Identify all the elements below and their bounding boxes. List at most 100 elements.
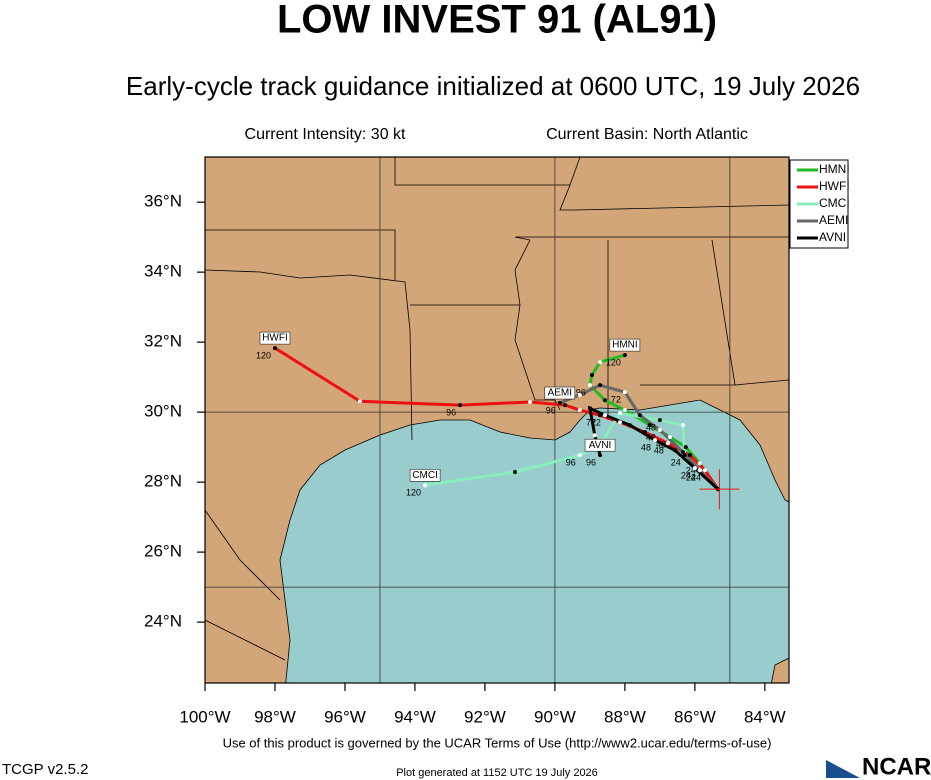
hour-label: 72 <box>586 418 596 428</box>
track-name-box: HMNI <box>609 338 641 352</box>
track-point <box>617 411 622 416</box>
track-point <box>697 468 702 473</box>
track-point <box>592 433 597 438</box>
track-name: AVNI <box>589 440 612 451</box>
footer: Use of this product is governed by the U… <box>223 735 772 750</box>
hour-label: 96 <box>586 458 596 468</box>
track-name: AEMI <box>548 388 572 399</box>
track-point <box>647 423 652 428</box>
track-point <box>598 383 603 388</box>
hour-label: 24 <box>686 473 696 483</box>
track-point <box>513 469 518 474</box>
state-border <box>514 236 789 306</box>
track-point <box>657 427 662 432</box>
track-name-box: HWFI <box>259 331 291 345</box>
version: TCGP v2.5.2 <box>2 761 88 778</box>
hour-label: 48 <box>646 432 656 442</box>
track-point <box>598 360 603 365</box>
track-point <box>683 445 688 450</box>
track-point <box>590 373 595 378</box>
track-point <box>602 398 607 403</box>
track-point <box>272 346 277 351</box>
track-point <box>563 403 568 408</box>
track-point <box>598 413 603 418</box>
name-box <box>584 438 616 452</box>
track-point <box>577 392 582 397</box>
hour-label: 120 <box>256 350 271 360</box>
x-tick-label: 88°W <box>604 707 646 726</box>
y-tick-label: 26°N <box>144 542 182 561</box>
hour-label: 48 <box>654 446 664 456</box>
track-point <box>622 390 627 395</box>
hour-label: 24 <box>686 466 696 476</box>
y-tick-label: 32°N <box>144 332 182 351</box>
track-name-box: AVNI <box>584 438 616 452</box>
logo-mark <box>826 760 860 778</box>
track-point <box>587 383 592 388</box>
intensity: Current Intensity: 30 kt <box>245 126 407 143</box>
hour-label: 96 <box>446 408 456 418</box>
track-point <box>358 399 363 404</box>
track-point <box>692 466 697 471</box>
track-name: CMCI <box>412 470 438 481</box>
x-tick-label: 84°W <box>744 707 786 726</box>
x-tick-label: 96°W <box>324 707 366 726</box>
legend-label: HWFI <box>819 179 850 193</box>
track-point <box>598 453 603 458</box>
hour-label: 24 <box>681 470 691 480</box>
track-point <box>657 418 662 423</box>
x-tick-label: 90°W <box>534 707 576 726</box>
name-box <box>609 338 641 352</box>
track-point <box>672 448 677 453</box>
hour-label: 48 <box>646 423 656 433</box>
y-tick-label: 34°N <box>144 262 182 281</box>
y-tick-label: 28°N <box>144 472 182 491</box>
track-point <box>687 453 692 458</box>
generated: Plot generated at 1152 UTC 19 July 2026 <box>396 767 598 779</box>
track-name-box: AEMI <box>544 386 576 400</box>
track-point <box>703 468 708 473</box>
hour-label: 96 <box>576 388 586 398</box>
track-point <box>682 453 687 458</box>
x-tick-label: 92°W <box>464 707 506 726</box>
legend-label: CMCI <box>819 196 850 210</box>
legend-label: AEMI <box>819 213 848 227</box>
name-box <box>409 469 441 482</box>
sea <box>279 399 789 683</box>
x-tick-label: 98°W <box>254 707 296 726</box>
hour-label: 120 <box>606 357 621 367</box>
track-point <box>602 413 607 418</box>
track-point <box>627 423 632 428</box>
track-name-box: CMCI <box>409 469 441 482</box>
hour-label: 48 <box>656 439 666 449</box>
hour-label: 24 <box>691 473 701 483</box>
state-border <box>205 269 413 441</box>
track-point <box>577 408 582 413</box>
hour-label: 96 <box>546 405 556 415</box>
track-point <box>622 353 627 358</box>
x-tick-label: 100°W <box>179 707 230 726</box>
state-border <box>607 239 789 420</box>
y-tick-label: 24°N <box>144 612 182 631</box>
track-point <box>577 453 582 458</box>
track-point <box>622 408 627 413</box>
basin: Current Basin: North Atlantic <box>546 126 748 143</box>
track-point <box>637 413 642 418</box>
hour-label: 24 <box>671 458 681 468</box>
track-point <box>680 450 685 455</box>
track-point <box>587 406 592 411</box>
chart-subtitle: Early-cycle track guidance initialized a… <box>126 71 860 101</box>
chart-title: LOW INVEST 91 (AL91) <box>277 0 717 42</box>
country-border <box>205 509 286 661</box>
legend-label: HMNI <box>819 162 850 176</box>
track-point <box>557 401 562 406</box>
hour-label: 120 <box>406 488 421 498</box>
plot-frame <box>204 156 790 684</box>
name-box <box>259 331 291 345</box>
state-border <box>410 304 561 411</box>
track-point <box>642 430 647 435</box>
map: 24 48 96 120 HMNI 24 48 72 96 120 HWFI 24 48 96 120 CMC… <box>205 157 789 683</box>
y-tick-label: 30°N <box>144 402 182 421</box>
hour-label: 96 <box>566 458 576 468</box>
